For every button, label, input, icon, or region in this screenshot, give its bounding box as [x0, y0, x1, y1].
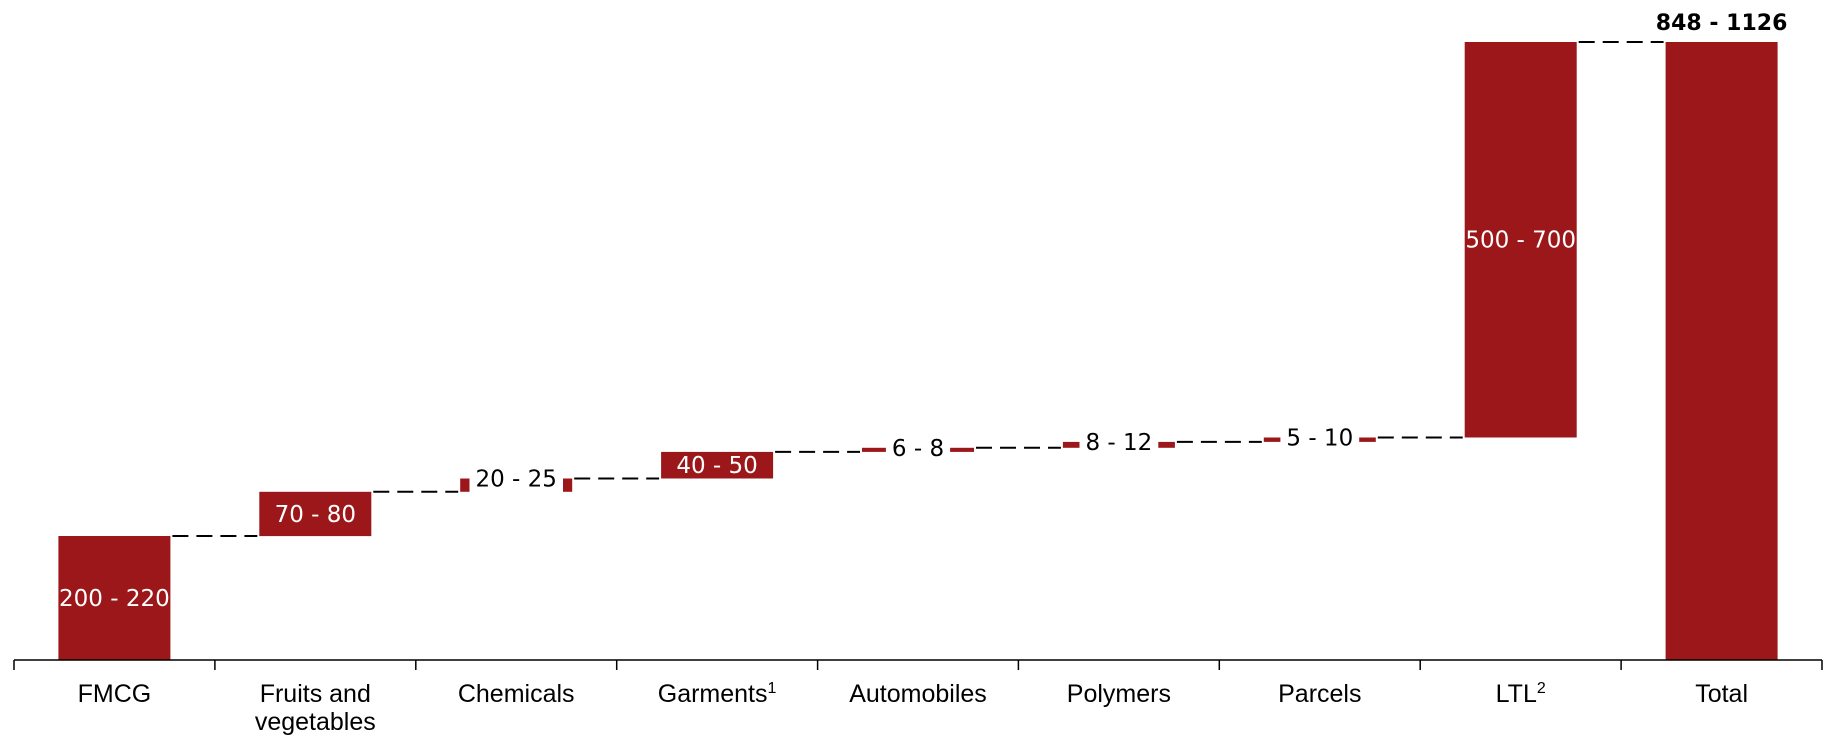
value-label-3: 40 - 50: [676, 453, 757, 479]
value-label-2: 20 - 25: [475, 467, 556, 493]
value-label-bg-6: [1280, 424, 1360, 453]
value-label-6: 5 - 10: [1286, 426, 1353, 452]
category-label-5: Polymers: [1067, 680, 1171, 708]
bar-1: [259, 491, 372, 537]
category-label-2: Chemicals: [458, 680, 575, 708]
bar-8: [1665, 42, 1778, 660]
value-label-bg-5: [1079, 428, 1159, 457]
bar-0: [58, 536, 171, 660]
value-label-bg-2: [469, 465, 563, 494]
value-label-5: 8 - 12: [1085, 430, 1152, 456]
value-label-bg-4: [885, 434, 951, 463]
category-label-7: LTL2: [1496, 680, 1546, 708]
value-label-8: 848 - 1126: [1656, 11, 1788, 36]
value-label-7: 500 - 700: [1465, 228, 1576, 254]
value-label-4: 6 - 8: [892, 436, 944, 462]
category-label-0: FMCG: [78, 680, 152, 708]
bar-7: [1464, 42, 1577, 438]
category-label-8: Total: [1695, 680, 1748, 708]
category-label-1: Fruits and vegetables: [255, 680, 376, 736]
bar-3: [661, 451, 774, 479]
value-label-0: 200 - 220: [59, 586, 170, 612]
category-label-3: Garments1: [658, 680, 777, 708]
category-label-6: Parcels: [1278, 680, 1361, 708]
value-label-1: 70 - 80: [275, 502, 356, 528]
category-label-4: Automobiles: [849, 680, 987, 708]
